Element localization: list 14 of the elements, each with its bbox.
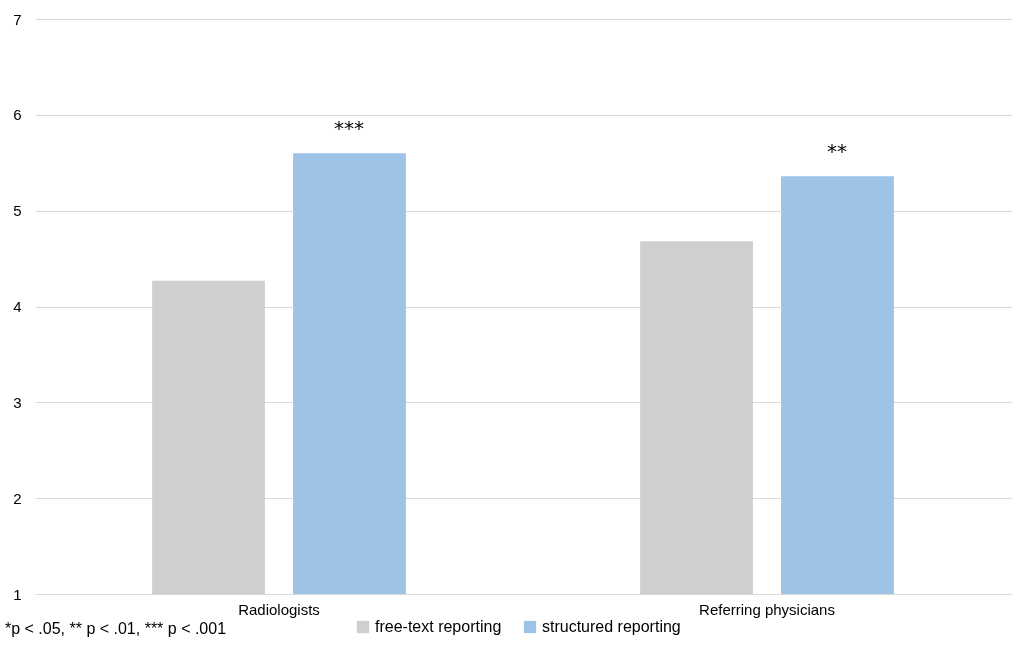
text: *p < .05, ** p < .01, *** p < .001 bbox=[5, 620, 227, 637]
annotation: ** bbox=[827, 139, 847, 164]
x-tick-label: Referring physicians bbox=[699, 600, 835, 618]
y-tick-label: 2 bbox=[13, 489, 22, 507]
y-tick-label: 6 bbox=[13, 106, 22, 124]
y-tick-label: 4 bbox=[13, 298, 22, 315]
annotation: *** bbox=[334, 116, 364, 141]
y-tick-label: 3 bbox=[13, 393, 22, 411]
legend-label: free-text reporting bbox=[375, 618, 502, 635]
x-tick-label: Radiologists bbox=[238, 600, 320, 618]
y-tick-label: 5 bbox=[13, 202, 22, 220]
legend-label: structured reporting bbox=[542, 618, 681, 635]
y-tick-label: 1 bbox=[13, 585, 22, 603]
y-tick-label: 7 bbox=[13, 10, 22, 28]
